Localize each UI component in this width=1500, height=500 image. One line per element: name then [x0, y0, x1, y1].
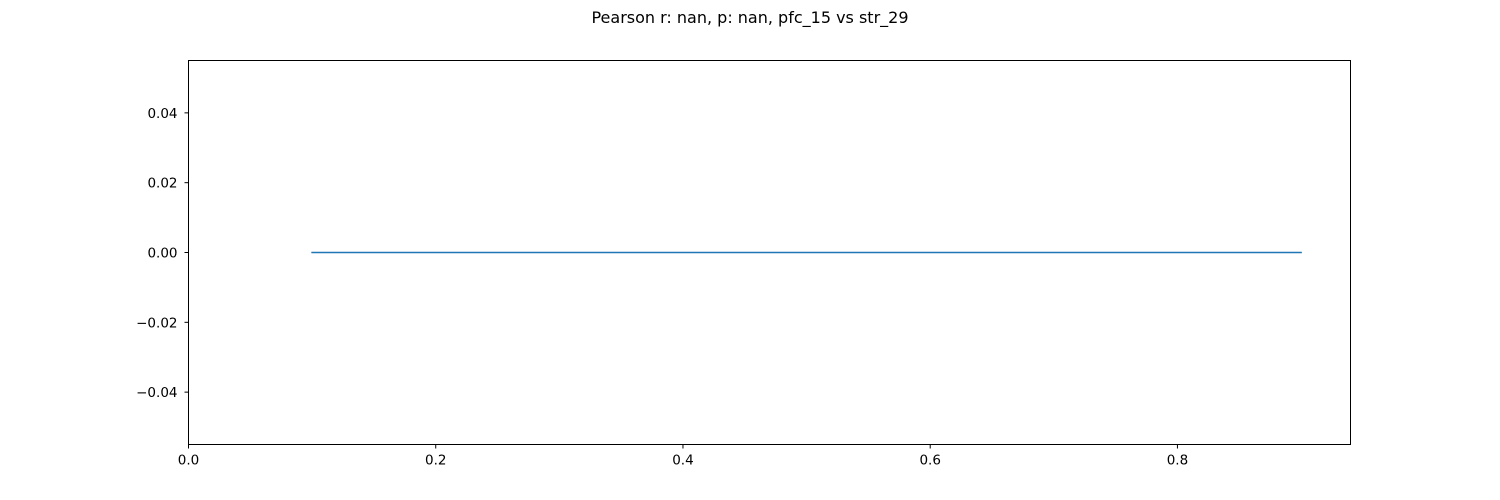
y-tick-label: −0.02 — [136, 315, 177, 331]
plot-area: 0.0 0.2 0.4 0.6 0.8 0.04 0.02 0.00 −0.02 −0.04 — [136, 106, 1302, 469]
y-tick-label: 0.02 — [147, 176, 177, 192]
y-tick-label: 0.04 — [147, 106, 177, 122]
axes-frame — [188, 60, 1351, 445]
chart-title: Pearson r: nan, p: nan, pfc_15 vs str_29 — [591, 8, 908, 28]
x-tick-label: 0.4 — [672, 453, 693, 469]
y-tick-label: 0.00 — [147, 246, 177, 262]
x-tick-label: 0.2 — [425, 453, 446, 469]
x-tick-label: 0.0 — [178, 453, 199, 469]
x-tick-label: 0.6 — [919, 453, 940, 469]
y-tick-label: −0.04 — [136, 385, 177, 401]
x-tick-label: 0.8 — [1167, 453, 1188, 469]
